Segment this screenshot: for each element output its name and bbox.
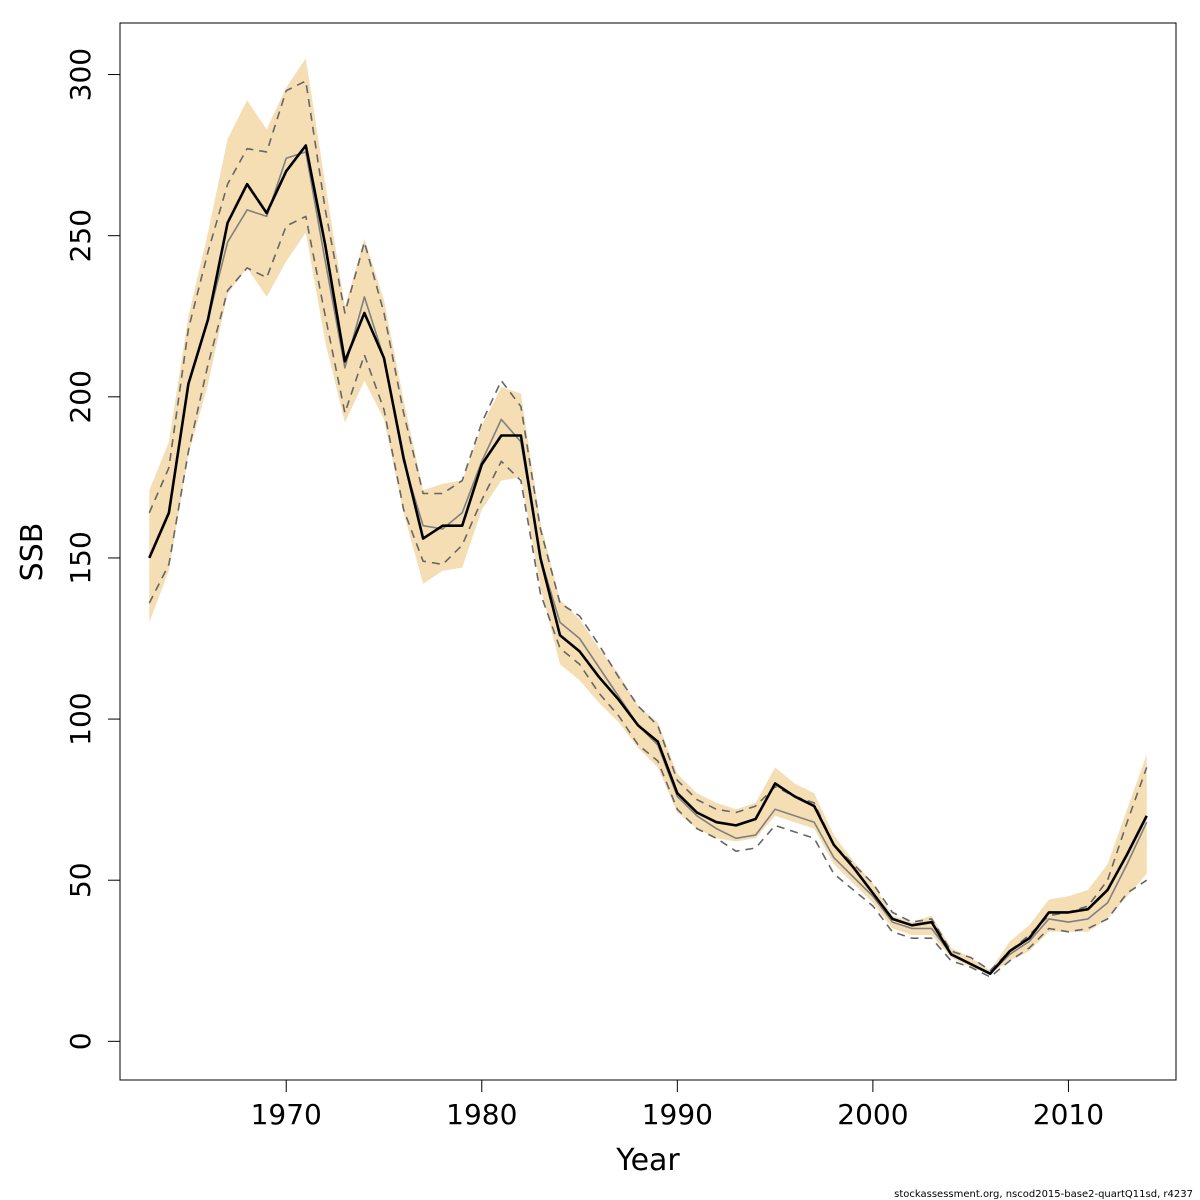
ssb-estimate-line <box>148 144 1148 976</box>
x-tick-label: 1980 <box>446 1098 517 1131</box>
footer-note: stockassessment.org, nscod2015-base2-qua… <box>894 1189 1193 1200</box>
series-lines <box>148 80 1148 978</box>
x-tick-label: 1970 <box>251 1098 322 1131</box>
plot-frame <box>119 22 1177 1081</box>
confidence-band <box>149 58 1147 974</box>
x-axis: 1970 1980 1990 2000 2010 <box>251 1080 1104 1131</box>
confidence-band-area <box>149 58 1147 974</box>
y-tick-label: 100 <box>64 692 97 745</box>
ssb-alt-estimate-line <box>148 151 1148 975</box>
y-axis-title: SSB <box>15 523 50 582</box>
y-tick-label: 0 <box>64 1032 97 1050</box>
ssb-alt-lower-line <box>148 215 1148 978</box>
x-tick-label: 2010 <box>1033 1098 1104 1131</box>
y-tick-label: 250 <box>64 209 97 262</box>
y-tick-label: 300 <box>64 48 97 101</box>
x-tick-label: 1990 <box>642 1098 713 1131</box>
ssb-alt-upper-line <box>148 80 1148 972</box>
y-tick-label: 50 <box>64 862 97 898</box>
x-tick-label: 2000 <box>837 1098 908 1131</box>
y-axis: 0 50 100 150 200 250 300 <box>64 48 120 1050</box>
y-tick-label: 150 <box>64 531 97 584</box>
y-tick-label: 200 <box>64 370 97 423</box>
x-axis-title: Year <box>615 1143 680 1178</box>
